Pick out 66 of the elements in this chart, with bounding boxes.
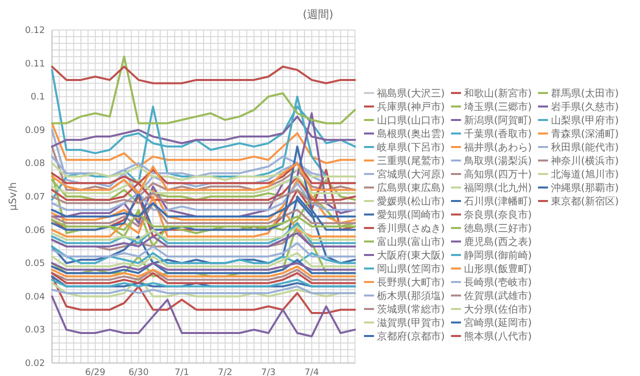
legend-label: 宮崎県(延岡市) <box>464 317 532 329</box>
legend-label: 福岡県(北九州) <box>464 182 532 194</box>
legend-label: 沖縄県(那覇市) <box>551 182 619 194</box>
legend-label: 山形県(飯豊町) <box>464 263 532 275</box>
legend-label: 愛知県(岡崎市) <box>377 209 445 221</box>
x-tick-label: 6/29 <box>85 368 106 376</box>
y-tick-label: 0.05 <box>24 259 45 270</box>
legend-label: 静岡県(御前崎) <box>464 250 532 262</box>
x-tick-label: 7/1 <box>174 368 190 376</box>
y-axis-title: μSv/h <box>8 182 19 211</box>
legend-label: 奈良県(奈良市) <box>464 209 532 221</box>
legend-label: 青森県(深浦町) <box>551 128 619 140</box>
legend-label: 京都府(京都市) <box>377 330 445 342</box>
legend-label: 秋田県(能代市) <box>551 142 619 154</box>
legend-label: 長崎県(壱岐市) <box>464 276 532 288</box>
legend-label: 高知県(四万十) <box>464 168 532 180</box>
y-tick-label: 0.06 <box>24 226 46 236</box>
x-tick-label: 7/2 <box>218 368 232 376</box>
legend-label: 富山県(富山市) <box>377 236 445 248</box>
legend-label: 神奈川(横浜市) <box>551 155 619 167</box>
x-tick-label: 7/3 <box>261 368 276 376</box>
legend-label: 山梨県(甲府市) <box>551 114 619 126</box>
legend-label: 徳島県(三好市) <box>464 222 532 234</box>
legend-label: 大分県(佐伯市) <box>464 304 532 316</box>
legend-label: 岐阜県(下呂市) <box>377 142 445 154</box>
y-tick-label: 0.08 <box>24 159 46 170</box>
legend-label: 広島県(東広島) <box>377 182 445 194</box>
legend-label: 千葉県(香取市) <box>464 128 532 140</box>
legend-label: 岩手県(久慈市) <box>551 101 619 113</box>
legend-label: 東京都(新宿区) <box>551 196 619 208</box>
legend-label: 香川県(さぬき) <box>377 222 445 234</box>
legend-label: 和歌山(新宮市) <box>464 88 532 100</box>
legend-label: 島根県(奥出雲) <box>377 128 445 140</box>
legend-label: 鳥取県(湯梨浜) <box>463 155 532 167</box>
legend-label: 新潟県(阿賀町) <box>464 114 532 126</box>
y-tick-label: 0.04 <box>24 292 46 302</box>
legend-label: 兵庫県(神戸市) <box>377 101 445 113</box>
legend-label: 群馬県(太田市) <box>551 88 619 100</box>
y-tick-label: 0.02 <box>24 359 45 369</box>
legend-label: 三重県(尾鷲市) <box>377 155 445 167</box>
y-tick-label: 0.09 <box>24 126 46 136</box>
legend-label: 福井県(あわら) <box>464 142 532 154</box>
legend-label: 滋賀県(甲賀市) <box>377 317 445 329</box>
y-tick-label: 0.12 <box>24 26 45 36</box>
legend-label: 栃木県(那須塩) <box>377 290 445 302</box>
legend-label: 茨城県(常総市) <box>377 304 445 316</box>
x-tick-label: 7/4 <box>304 368 320 376</box>
legend-label: 熊本県(八代市) <box>464 330 532 342</box>
legend-label: 大阪府(東大阪) <box>377 250 445 262</box>
legend-label: 福島県(大沢三) <box>377 88 445 100</box>
y-tick-label: 0.1 <box>30 92 45 103</box>
x-tick-label: 6/30 <box>128 368 149 376</box>
legend-label: 岡山県(笠岡市) <box>377 263 445 275</box>
chart-title: (週間) <box>302 8 334 21</box>
legend-label: 愛媛県(松山市) <box>377 196 445 208</box>
legend-label: 石川県(津幡町) <box>464 196 532 208</box>
legend-label: 長野県(大町市) <box>377 276 445 288</box>
legend-label: 鹿児島(西之表) <box>464 236 532 248</box>
y-tick-label: 0.07 <box>24 192 45 202</box>
legend-label: 山口県(山口市) <box>377 114 445 126</box>
legend-label: 佐賀県(武雄市) <box>464 290 532 302</box>
y-tick-label: 0.11 <box>24 59 45 70</box>
legend-label: 北海道(旭川市) <box>551 168 619 180</box>
legend-label: 埼玉県(三郷市) <box>463 101 532 113</box>
legend-label: 宮城県(大河原) <box>377 168 445 180</box>
y-tick-label: 0.03 <box>24 326 45 336</box>
